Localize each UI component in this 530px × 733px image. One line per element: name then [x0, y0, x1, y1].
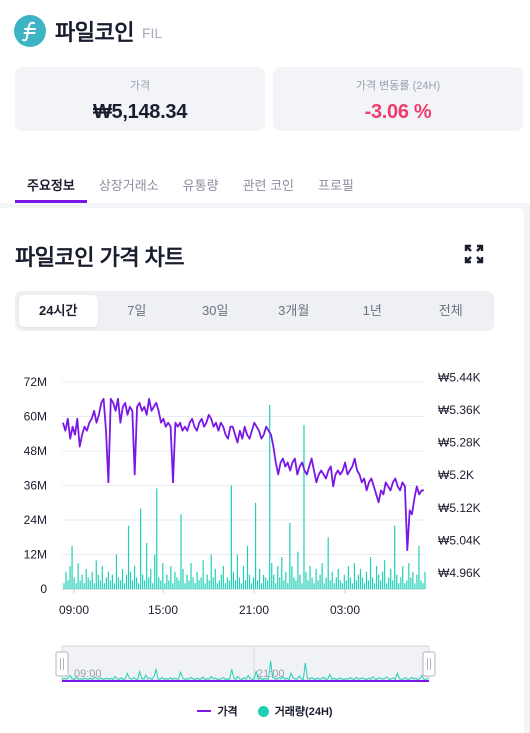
y-left-tick-label: 72M	[24, 375, 47, 389]
price-card: 가격 ₩5,148.34	[15, 67, 265, 131]
tab-supply[interactable]: 유통량	[182, 178, 219, 193]
tab-profile[interactable]: 프로필	[318, 178, 354, 193]
navigator-tick-label: 21:00	[257, 668, 285, 680]
chart-navigator[interactable]: 09:00 21:00	[50, 640, 440, 688]
y-left-tick-label: 60M	[24, 410, 47, 424]
y-right-tick-label: ₩5.28K	[438, 436, 481, 450]
navigator-volume-line	[61, 660, 429, 681]
y-right-tick-label: ₩5.12K	[438, 501, 481, 515]
range-all-button[interactable]: 전체	[438, 303, 463, 318]
tab-related-coins[interactable]: 관련 코인	[242, 178, 294, 193]
filecoin-logo-icon	[14, 15, 46, 47]
navigator-window[interactable]	[61, 645, 430, 681]
y-left-tick-label: 12M	[24, 548, 47, 562]
y-left-tick-label: 36M	[24, 479, 47, 493]
fullscreen-icon[interactable]	[464, 244, 484, 264]
y-right-tick-label: ₩5.2K	[438, 468, 474, 482]
volume-dot-swatch	[257, 705, 269, 717]
change-card: 가격 변동률 (24H) -3.06 %	[273, 67, 523, 131]
coin-name: 파일코인	[55, 20, 134, 45]
y-right-tick-label: ₩5.44K	[438, 370, 481, 384]
y-right-tick-label: ₩5.36K	[438, 403, 481, 417]
x-tick-label: 21:00	[239, 603, 269, 617]
price-line-swatch	[197, 710, 212, 712]
legend-price-label: 가격	[217, 706, 238, 718]
navigator-right-handle[interactable]	[422, 651, 436, 677]
info-tabs: 주요정보 상장거래소 유통량 관련 코인 프로필	[15, 168, 530, 203]
filecoin-f-icon	[22, 21, 36, 42]
legend-price[interactable]: 가격	[197, 703, 238, 719]
range-3m-button[interactable]: 3개월	[278, 303, 310, 318]
change-label: 가격 변동률 (24H)	[355, 80, 441, 92]
range-1y-button[interactable]: 1년	[362, 303, 382, 318]
y-left-tick-label: 48M	[24, 444, 47, 458]
tab-main-info[interactable]: 주요정보	[15, 168, 87, 203]
coin-symbol: FIL	[141, 25, 163, 41]
x-tick-label: 15:00	[148, 603, 178, 617]
chart-title: 파일코인 가격 차트	[15, 245, 185, 270]
y-right-tick-label: ₩5.04K	[438, 533, 481, 547]
tab-exchanges[interactable]: 상장거래소	[98, 178, 159, 193]
coin-header: 파일코인 FIL	[14, 14, 162, 48]
change-value: -3.06 %	[364, 101, 432, 123]
range-7d-button[interactable]: 7일	[127, 303, 147, 318]
price-volume-chart[interactable]: 0 12M 24M 36M 48M 60M 72M ₩4.96K ₩5.04K ₩5.12K ₩5.…	[0, 360, 530, 630]
y-right-tick-label: ₩4.96K	[438, 566, 481, 580]
x-tick-label: 09:00	[59, 603, 89, 617]
price-value: ₩5,148.34	[92, 101, 188, 123]
y-left-tick-label: 0	[40, 582, 47, 596]
legend-volume[interactable]: 거래량(24H)	[257, 703, 333, 719]
legend-volume-label: 거래량(24H)	[274, 706, 333, 718]
price-line	[62, 397, 424, 551]
navigator-left-handle[interactable]	[55, 651, 69, 677]
range-30d-button[interactable]: 30일	[202, 303, 229, 318]
range-24h-button[interactable]: 24시간	[19, 295, 98, 327]
y-left-tick-label: 24M	[24, 513, 47, 527]
price-label: 가격	[129, 80, 151, 92]
time-range-selector: 24시간 7일 30일 3개월 1년 전체	[15, 291, 494, 331]
x-tick-label: 03:00	[330, 603, 360, 617]
chart-legend: 가격 거래량(24H)	[0, 703, 530, 719]
